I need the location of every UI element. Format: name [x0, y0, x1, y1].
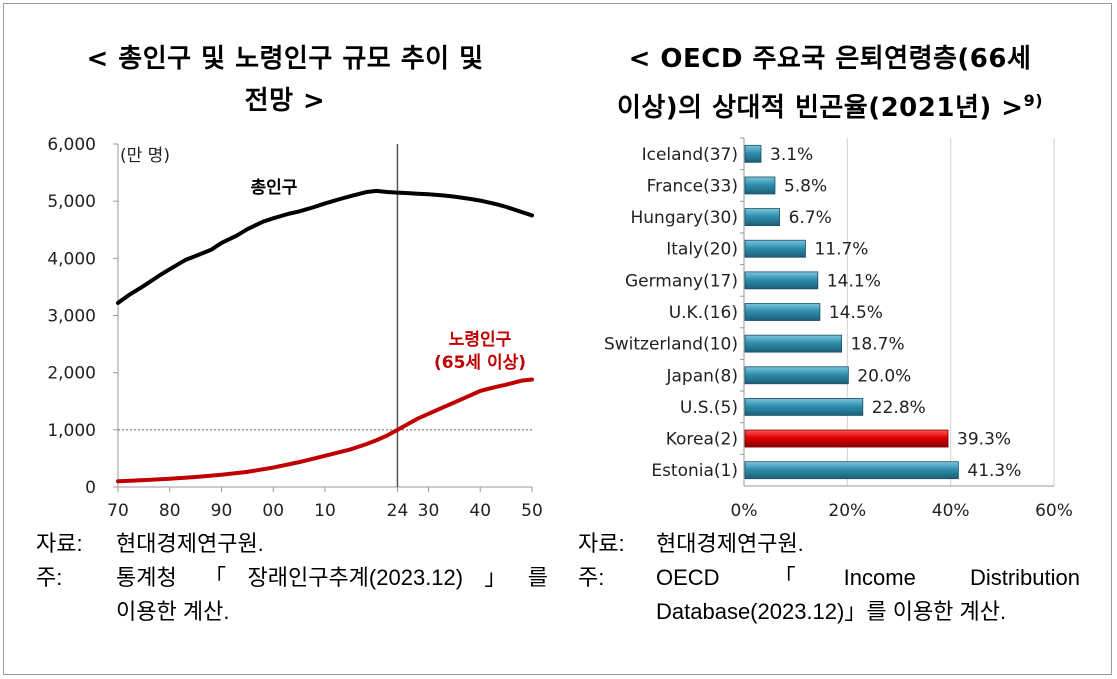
y-tick-label: 4,000 [47, 249, 96, 269]
elderly-population-label-line2: (65세 이상) [434, 353, 526, 373]
x-tick-label: 40% [932, 501, 970, 521]
category-label: France(33) [647, 176, 738, 196]
y-tick-label: 2,000 [47, 364, 96, 384]
left-note-line-2: 이용한 계산. [116, 599, 230, 624]
left-note-row: 주: 통계청 「장래인구추계(2023.12)」를 [36, 561, 551, 595]
right-title-footnote: 9) [1023, 91, 1044, 110]
right-notes: 자료: 현대경제연구원. 주: OECD 「Income Distributio… [578, 527, 1083, 629]
category-label: Japan(8) [666, 366, 739, 386]
value-label: 14.1% [827, 271, 881, 291]
elderly-population-line [116, 377, 534, 484]
left-source-key: 자료: [36, 531, 83, 556]
value-label: 41.3% [967, 461, 1021, 481]
left-note-row-2: 이용한 계산. [36, 595, 551, 629]
category-label: Iceland(37) [642, 145, 738, 165]
left-source-row: 자료: 현대경제연구원. [36, 527, 551, 561]
value-label: 6.7% [789, 208, 832, 228]
left-chart-title: < 총인구 및 노령인구 규모 추이 및 전망 > [30, 38, 540, 122]
unit-label: (만 명) [120, 146, 170, 166]
elderly-population-label: 노령인구 [449, 329, 512, 350]
right-source-text: 현대경제연구원. [656, 531, 804, 556]
x-tick-label: 24 [387, 501, 409, 521]
bar [744, 398, 864, 416]
y-tick-label: 0 [85, 478, 96, 498]
bar [744, 271, 819, 290]
category-label: Hungary(30) [631, 208, 739, 228]
y-tick-label: 6,000 [47, 135, 96, 155]
x-tick-label: 0% [731, 501, 758, 521]
y-tick-label: 3,000 [47, 307, 96, 327]
population-line-chart: 6,000 5,000 4,000 3,000 2,000 1,000 0 70 80 90 00 1… [47, 135, 543, 521]
x-tick-label: 70 [107, 501, 129, 521]
category-label: U.K.(16) [669, 303, 738, 323]
bar [744, 366, 849, 385]
y-tick-label: 1,000 [47, 421, 96, 441]
left-notes: 자료: 현대경제연구원. 주: 통계청 「장래인구추계(2023.12)」를 이… [36, 527, 551, 629]
left-note-line-1: 통계청 「장래인구추계(2023.12)」를 [116, 565, 548, 590]
right-title-line-2-wrap: 이상)의 상대적 빈곤율(2021년) >9) [580, 80, 1080, 129]
x-tick-label: 00 [262, 501, 284, 521]
category-label: Italy(20) [666, 240, 738, 260]
right-note-row-2: Database(2023.12)」를 이용한 계산. [578, 595, 1083, 629]
x-tick-label: 60% [1035, 501, 1073, 521]
x-tick-label: 30 [418, 501, 440, 521]
left-title-line-1: < 총인구 및 노령인구 규모 추이 및 [86, 44, 484, 74]
bar [744, 176, 776, 195]
right-chart-title: < OECD 주요국 은퇴연령층(66세 이상)의 상대적 빈곤율(2021년)… [580, 38, 1080, 129]
value-label: 14.5% [829, 303, 883, 323]
category-label: Switzerland(10) [604, 335, 738, 355]
bar [744, 303, 821, 321]
bar [744, 334, 843, 353]
right-note-line-2: Database(2023.12)」를 이용한 계산. [656, 599, 1007, 624]
left-title-line-2: 전망 > [244, 86, 326, 116]
y-tick-label: 5,000 [47, 192, 96, 212]
category-label: Estonia(1) [651, 461, 738, 481]
value-label: 18.7% [851, 335, 905, 355]
right-note-key: 주: [578, 565, 605, 590]
left-note-key: 주: [36, 565, 63, 590]
value-label: 11.7% [814, 240, 868, 260]
right-source-key: 자료: [578, 531, 625, 556]
x-tick-label: 90 [211, 501, 233, 521]
x-tick-label: 20% [828, 501, 866, 521]
bar [744, 239, 806, 258]
right-note-line-1: OECD 「Income Distribution [656, 565, 1080, 590]
value-label: 39.3% [957, 430, 1011, 450]
x-tick-label: 10 [314, 501, 336, 521]
category-label: Korea(2) [666, 430, 738, 450]
total-population-line [116, 188, 534, 305]
category-label: U.S.(5) [680, 398, 738, 418]
right-title-line-1: < OECD 주요국 은퇴연령층(66세 [628, 44, 1032, 74]
left-source-text: 현대경제연구원. [116, 531, 264, 556]
total-population-label: 총인구 [251, 178, 298, 198]
x-tick-label: 50 [521, 501, 543, 521]
bar [744, 144, 762, 163]
bar [744, 461, 959, 480]
x-tick-label: 80 [159, 501, 181, 521]
category-label: Germany(17) [625, 271, 738, 291]
value-label: 3.1% [770, 145, 813, 165]
x-tick-label: 40 [469, 501, 491, 521]
bar [744, 208, 781, 226]
right-title-line-2: 이상)의 상대적 빈곤율(2021년) > [616, 93, 1024, 123]
figure-frame [3, 3, 1112, 675]
value-label: 20.0% [857, 366, 911, 386]
right-note-row: 주: OECD 「Income Distribution [578, 561, 1083, 595]
bar [744, 429, 949, 448]
value-label: 5.8% [784, 176, 827, 196]
value-label: 22.8% [872, 398, 926, 418]
right-source-row: 자료: 현대경제연구원. [578, 527, 1083, 561]
poverty-bar-chart: 0% 20% 40% 60% Iceland(37) 3.1% France(33) 5.8%… [604, 137, 1073, 521]
